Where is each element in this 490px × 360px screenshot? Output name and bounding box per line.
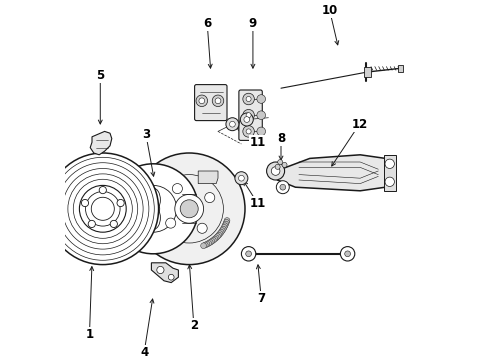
Circle shape (385, 177, 394, 186)
Polygon shape (274, 155, 389, 191)
FancyBboxPatch shape (195, 85, 227, 121)
Circle shape (280, 184, 286, 190)
Circle shape (276, 181, 289, 194)
Circle shape (243, 93, 254, 105)
Circle shape (218, 229, 224, 235)
Circle shape (223, 221, 229, 227)
Circle shape (345, 251, 350, 257)
Text: 5: 5 (96, 69, 104, 82)
Text: 2: 2 (190, 319, 198, 332)
Polygon shape (198, 171, 218, 184)
Text: 11: 11 (249, 136, 266, 149)
Circle shape (199, 98, 205, 104)
Circle shape (229, 121, 235, 127)
Polygon shape (364, 67, 371, 77)
Text: 7: 7 (257, 292, 265, 305)
Circle shape (267, 162, 285, 180)
Circle shape (197, 223, 207, 233)
Circle shape (172, 184, 182, 194)
Circle shape (210, 237, 216, 243)
Text: 6: 6 (203, 17, 211, 30)
Polygon shape (90, 131, 112, 155)
Circle shape (204, 241, 210, 247)
Circle shape (99, 186, 106, 194)
Circle shape (282, 162, 287, 167)
Circle shape (212, 95, 224, 107)
Circle shape (246, 129, 251, 134)
Ellipse shape (146, 188, 160, 211)
Circle shape (201, 243, 206, 249)
Circle shape (79, 185, 126, 232)
Circle shape (220, 226, 226, 232)
Circle shape (235, 172, 248, 185)
Circle shape (47, 153, 159, 265)
Circle shape (117, 199, 124, 207)
Circle shape (226, 118, 239, 131)
Polygon shape (398, 65, 403, 72)
Circle shape (207, 239, 213, 245)
Bar (384, 155, 396, 191)
Circle shape (240, 113, 253, 126)
Circle shape (385, 159, 394, 168)
Circle shape (169, 274, 174, 280)
Circle shape (215, 234, 220, 239)
Circle shape (341, 247, 355, 261)
Circle shape (243, 109, 254, 121)
Circle shape (257, 127, 266, 136)
Circle shape (108, 164, 198, 254)
Circle shape (147, 202, 160, 215)
Circle shape (175, 194, 204, 223)
Circle shape (275, 165, 280, 170)
Circle shape (180, 200, 198, 218)
Text: 10: 10 (321, 4, 338, 17)
Circle shape (157, 266, 164, 274)
Circle shape (278, 159, 283, 165)
Circle shape (271, 167, 280, 175)
Circle shape (222, 223, 228, 229)
Circle shape (209, 238, 215, 244)
Text: 12: 12 (351, 118, 368, 131)
Circle shape (245, 251, 251, 257)
Circle shape (213, 235, 219, 241)
Circle shape (217, 231, 223, 237)
Circle shape (221, 225, 227, 230)
Circle shape (202, 242, 208, 248)
Circle shape (110, 220, 118, 228)
Text: 1: 1 (85, 328, 94, 341)
Circle shape (196, 95, 208, 107)
Circle shape (244, 117, 250, 122)
Circle shape (242, 247, 256, 261)
Circle shape (220, 228, 225, 234)
Text: 3: 3 (142, 129, 150, 141)
Circle shape (205, 193, 215, 203)
Circle shape (239, 175, 245, 181)
Circle shape (246, 96, 251, 102)
Circle shape (216, 232, 221, 238)
Circle shape (257, 95, 266, 103)
Circle shape (246, 113, 251, 118)
Circle shape (88, 220, 96, 228)
Circle shape (223, 219, 229, 225)
Circle shape (243, 126, 254, 137)
Text: 4: 4 (140, 346, 148, 359)
Circle shape (206, 240, 212, 246)
Ellipse shape (146, 206, 160, 230)
Text: 8: 8 (277, 132, 285, 145)
Circle shape (81, 199, 89, 207)
Circle shape (133, 153, 245, 265)
Circle shape (257, 111, 266, 120)
Polygon shape (151, 263, 178, 283)
Circle shape (91, 197, 114, 220)
Circle shape (224, 218, 230, 224)
Text: 11: 11 (249, 197, 266, 210)
Circle shape (215, 98, 221, 104)
Text: 9: 9 (249, 17, 257, 30)
FancyBboxPatch shape (239, 90, 262, 140)
Circle shape (212, 236, 218, 242)
Circle shape (166, 218, 176, 228)
